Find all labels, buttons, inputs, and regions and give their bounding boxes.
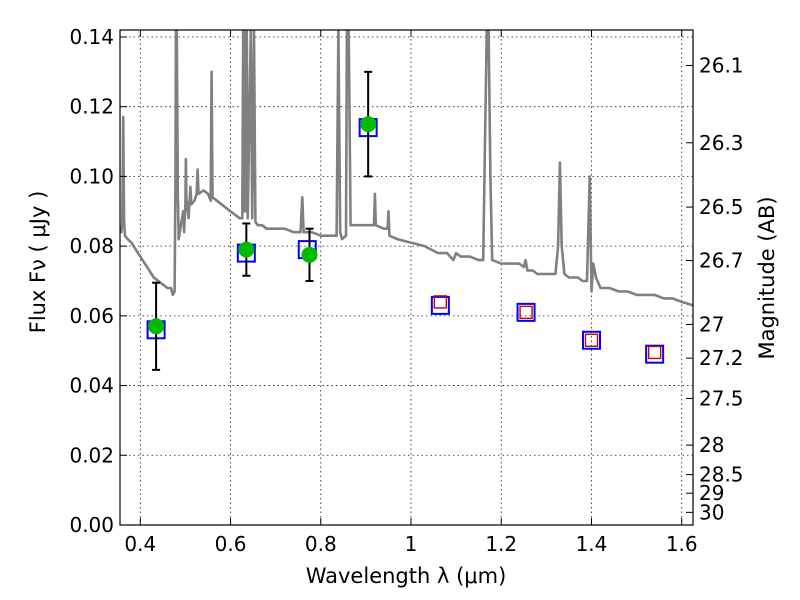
y-tick-label: 0.06 — [69, 304, 114, 328]
plot-frame — [119, 29, 694, 526]
right-tick-label: 28 — [699, 433, 724, 457]
model-photometry-marker — [430, 295, 450, 315]
observed-point — [148, 318, 165, 335]
right-axis-label: Magnitude (AB) — [755, 196, 779, 359]
observed-point — [360, 116, 377, 133]
model-photometry-marker — [516, 302, 536, 322]
upper-limit-marker — [584, 333, 599, 347]
upper-limit-marker — [647, 345, 662, 360]
x-tick-label: 1 — [405, 532, 418, 556]
axis-ticks: 0.4 0.6 0.8 1 1.2 1.4 1.6 0.00 0.02 0.04 0.06 0.08 0… — [69, 25, 743, 556]
model-photometry-marker — [581, 330, 601, 350]
right-tick-label: 29 — [699, 481, 724, 505]
y-tick-label: 0.02 — [69, 443, 114, 467]
y-tick-label: 0.12 — [69, 95, 114, 119]
model-photometry-marker — [645, 344, 665, 364]
right-tick-label: 26.7 — [699, 249, 744, 273]
right-tick-label: 27.5 — [699, 386, 744, 410]
upper-limit-marker — [519, 305, 533, 320]
y-tick-label: 0.10 — [69, 164, 114, 188]
right-tick-label: 30 — [699, 500, 724, 524]
y-axis-label: Flux Fν ( μJy ) — [26, 191, 50, 334]
right-tick-label: 26.3 — [699, 131, 744, 155]
right-tick-label: 27 — [699, 312, 724, 336]
right-tick-label: 26.5 — [699, 195, 744, 219]
x-tick-label: 1.6 — [666, 532, 698, 556]
y-tick-label: 0.04 — [69, 374, 114, 398]
x-axis-label: Wavelength λ (μm) — [306, 564, 507, 588]
y-tick-label: 0.00 — [69, 513, 114, 537]
y-tick-label: 0.14 — [69, 25, 114, 49]
grid-lines — [120, 30, 693, 526]
observed-point — [238, 241, 255, 258]
x-tick-label: 1.2 — [485, 532, 517, 556]
right-tick-label: 27.2 — [699, 346, 744, 370]
observed-point — [301, 246, 318, 263]
upper-limit-marker — [433, 295, 448, 309]
plot-data — [120, 30, 693, 371]
right-tick-label: 26.1 — [699, 53, 744, 77]
x-tick-label: 0.4 — [124, 532, 156, 556]
x-tick-label: 1.4 — [576, 532, 608, 556]
x-tick-label: 0.8 — [305, 532, 337, 556]
y-tick-label: 0.08 — [69, 234, 114, 258]
right-tick-label: 28.5 — [699, 463, 744, 487]
sed-model-line — [120, 30, 693, 307]
x-tick-label: 0.6 — [215, 532, 247, 556]
